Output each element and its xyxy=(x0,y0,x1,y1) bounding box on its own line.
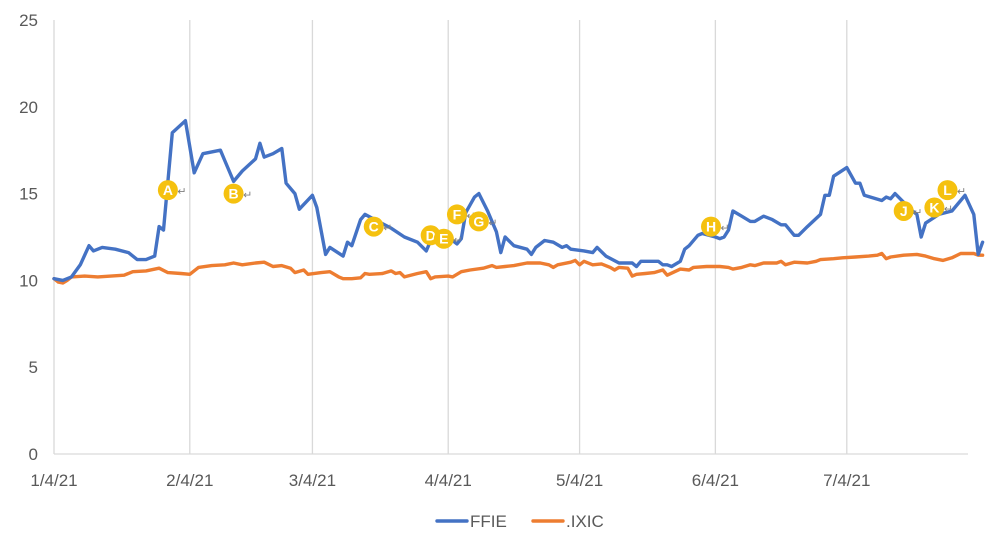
annotation-label: C xyxy=(369,219,379,235)
annotation-j: J ↵ xyxy=(893,200,922,221)
annotation-label: L xyxy=(943,182,952,198)
y-axis: 0 5 10 15 20 25 xyxy=(19,11,38,464)
x-tick-label: 2/4/21 xyxy=(166,471,213,490)
y-tick-label: 0 xyxy=(29,445,38,464)
annotation-k: K ↵ xyxy=(924,197,953,218)
annotation-c: C ↵ xyxy=(363,216,392,237)
y-tick-label: 10 xyxy=(19,271,38,290)
return-arrow-icon: ↵ xyxy=(177,185,186,198)
annotation-circle xyxy=(701,216,721,237)
annotation-circle xyxy=(446,204,467,225)
legend-item-ixic: .IXIC xyxy=(531,512,604,531)
annotation-circle xyxy=(363,216,384,237)
return-arrow-icon: ↵ xyxy=(913,206,922,219)
annotation-circle xyxy=(157,180,178,201)
annotation-label: E xyxy=(439,231,448,247)
y-tick-label: 5 xyxy=(29,358,38,377)
annotation-circle xyxy=(433,228,454,249)
y-tick-label: 15 xyxy=(19,185,38,204)
y-tick-label: 25 xyxy=(19,11,38,30)
annotation-circle xyxy=(223,183,244,204)
x-tick-label: 1/4/21 xyxy=(30,471,77,490)
x-tick-label: 7/4/21 xyxy=(823,471,870,490)
annotation-b: B ↵ xyxy=(223,183,252,204)
legend-label: .IXIC xyxy=(566,512,604,531)
annotation-label: H xyxy=(706,219,716,235)
y-tick-label: 20 xyxy=(19,98,38,117)
return-arrow-icon: ↵ xyxy=(720,222,729,235)
series-line-ffie xyxy=(52,119,985,283)
annotation-label: A xyxy=(163,182,173,198)
x-tick-label: 5/4/21 xyxy=(556,471,603,490)
return-arrow-icon: ↵ xyxy=(957,185,966,198)
annotation-markers: A↵B↵C↵D↵E↵F↵G↵H↵J↵K↵L↵ xyxy=(157,180,966,249)
annotation-a: A ↵ xyxy=(157,180,186,201)
annotation-label: K xyxy=(929,199,939,215)
x-tick-label: 4/4/21 xyxy=(425,471,472,490)
return-arrow-icon: ↵ xyxy=(383,222,392,235)
annotation-label: F xyxy=(453,206,462,222)
x-tick-label: 3/4/21 xyxy=(289,471,336,490)
return-arrow-icon: ↵ xyxy=(243,189,252,202)
x-tick-label: 6/4/21 xyxy=(692,471,739,490)
series-lines xyxy=(52,119,985,285)
annotation-circle xyxy=(468,211,489,232)
annotation-label: J xyxy=(900,203,908,219)
annotation-l: L ↵ xyxy=(937,180,966,201)
series-line-ixic xyxy=(52,251,985,285)
annotation-label: G xyxy=(473,213,484,229)
return-arrow-icon: ↵ xyxy=(944,202,953,215)
return-arrow-icon: ↵ xyxy=(488,216,497,229)
annotation-h: H ↵ xyxy=(701,216,730,237)
annotation-label: D xyxy=(426,227,436,243)
annotation-circle xyxy=(893,200,914,221)
legend: FFIE .IXIC xyxy=(435,512,604,531)
annotation-g: G ↵ xyxy=(468,211,497,232)
legend-label: FFIE xyxy=(470,512,507,531)
annotation-e: E ↵ xyxy=(433,228,462,249)
annotation-circle xyxy=(924,197,945,218)
annotation-circle xyxy=(937,180,958,201)
x-axis: 1/4/21 2/4/21 3/4/21 4/4/21 5/4/21 6/4/21 7/4/… xyxy=(30,20,968,490)
vertical-gridlines xyxy=(189,20,848,454)
annotation-label: B xyxy=(229,186,239,202)
return-arrow-icon: ↵ xyxy=(453,234,462,247)
legend-item-ffie: FFIE xyxy=(435,512,507,531)
